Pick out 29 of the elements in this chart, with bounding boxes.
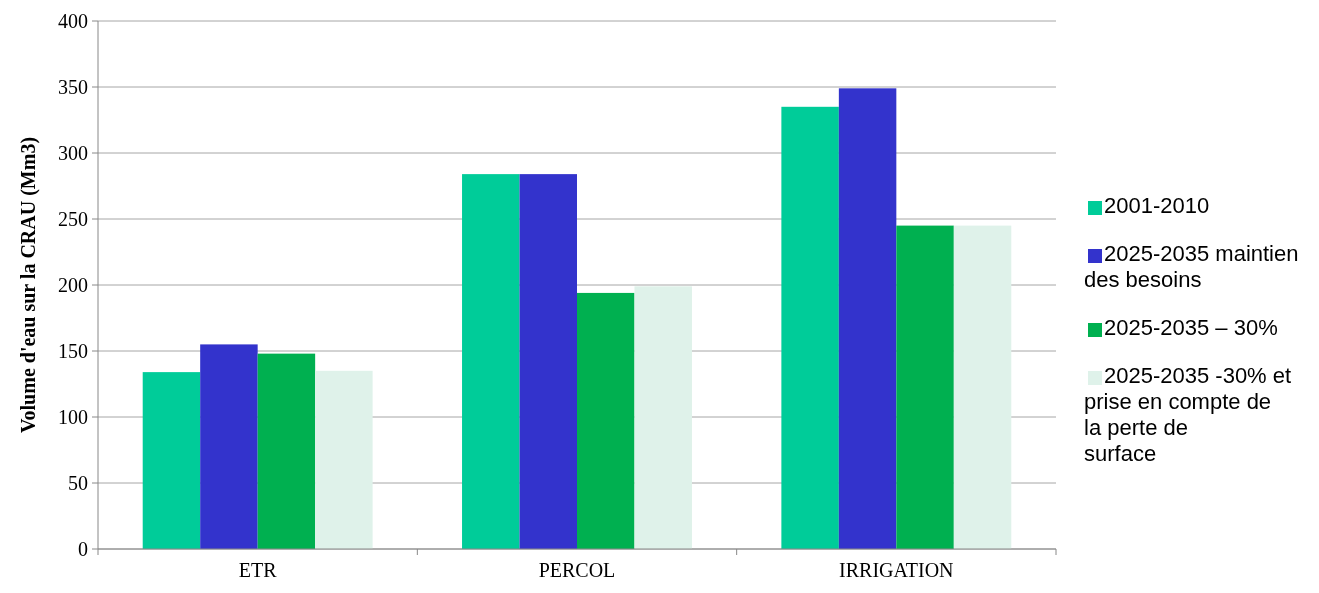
bar [257,353,316,549]
y-tick-label: 300 [58,142,88,164]
y-tick-label: 150 [58,340,88,362]
bar [577,292,635,549]
legend-label: 2025-2035 -30% et prise en compte de la perte de surface [1084,363,1292,466]
y-axis-title: Volume d'eau sur la CRAU (Mm3) [17,136,40,434]
bar [200,344,258,549]
bar [896,225,954,549]
x-tick-label: PERCOL [538,559,616,581]
x-tick-label: IRRIGATION [839,559,954,581]
bar [838,88,897,549]
x-tick-label: ETR [238,559,278,581]
bar [462,174,520,549]
y-tick-label: 350 [58,76,88,98]
bar [142,372,201,549]
y-tick-label: 100 [58,406,88,428]
y-tick-label: 400 [58,10,88,32]
y-tick-label: 200 [58,274,88,296]
y-tick-label: 250 [58,208,88,230]
y-tick-label: 50 [68,472,88,494]
bar [781,106,839,549]
bar [634,286,692,549]
bar [953,225,1012,549]
bar [519,174,577,549]
legend-label: 2025-2035 – 30% [1104,315,1278,340]
legend-label: 2025-2035 maintien des besoins [1084,241,1299,292]
legend-label: 2001-2010 [1104,193,1210,218]
bar [315,370,373,549]
y-tick-label: 0 [78,538,88,560]
